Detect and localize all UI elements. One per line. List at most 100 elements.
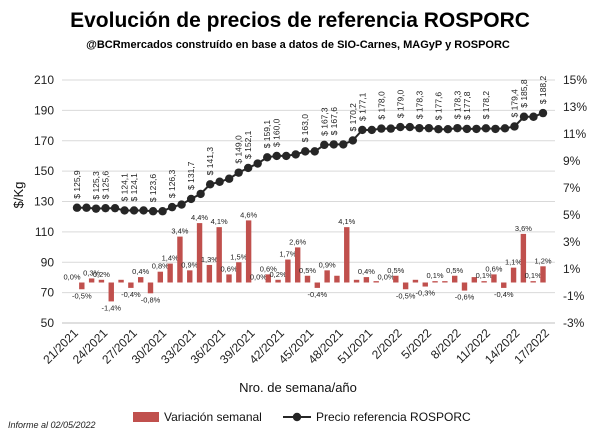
price-data-label: $ 179,4: [509, 89, 519, 118]
bar-data-label: 4,1%: [338, 217, 355, 226]
bar: [167, 263, 173, 283]
price-data-label: $ 178,0: [376, 91, 386, 120]
bar: [432, 281, 438, 283]
bar: [245, 220, 252, 283]
y-tick-label: 210: [34, 73, 54, 87]
price-marker: [253, 159, 262, 168]
price-marker: [205, 180, 215, 189]
bar-data-label: 0,2%: [270, 270, 287, 279]
y-tick-label: 70: [41, 286, 55, 300]
price-data-label: $ 177,6: [433, 92, 443, 121]
price-marker: [139, 206, 148, 215]
bar: [344, 227, 350, 283]
legend-line-label: Precio referencia ROSPORC: [316, 410, 471, 424]
bar-data-label: 4,4%: [191, 213, 208, 222]
bar: [461, 282, 468, 291]
bar-data-label: -0,4%: [121, 290, 141, 299]
bar-data-label: 0,9%: [181, 260, 198, 269]
bar: [177, 236, 183, 283]
bar: [236, 262, 242, 283]
bar-data-label: -0,5%: [72, 291, 92, 300]
bar-data-label: 0,1%: [476, 271, 493, 280]
bar: [157, 271, 164, 283]
bar-data-label: 0,5%: [387, 266, 404, 275]
bar-data-label: 0,6%: [220, 264, 237, 273]
bar-data-label: 4,6%: [240, 210, 257, 219]
price-data-label: $ 149,0: [234, 135, 244, 164]
price-data-label: $ 124,1: [120, 173, 130, 202]
bar-data-label: 0,3%: [83, 268, 100, 277]
bar: [285, 259, 291, 283]
price-data-label: $ 167,3: [319, 107, 329, 136]
price-marker: [148, 207, 158, 216]
bar-data-label: 1,5%: [230, 252, 247, 261]
y-tick-label: 150: [34, 164, 54, 178]
bar: [304, 275, 311, 283]
price-data-label: $ 124,1: [129, 173, 139, 202]
line-series: $ 125,9 $ 125,3 $ 125,6 $ 124,1 $ 124,1 $ 123…: [72, 75, 548, 216]
price-marker: [453, 123, 462, 133]
y-tick-label: 130: [34, 195, 54, 209]
price-marker: [310, 147, 319, 156]
bar: [324, 270, 330, 283]
bar: [226, 274, 232, 283]
price-marker: [500, 124, 510, 133]
price-data-label: $ 131,7: [186, 161, 196, 190]
price-marker: [272, 151, 281, 161]
y-axis-label: $/Kg: [11, 182, 26, 209]
bar-data-label: -1,4%: [101, 303, 121, 312]
price-marker: [72, 203, 82, 212]
price-marker: [110, 203, 120, 213]
bar-data-label: 0,1%: [427, 271, 444, 280]
price-marker: [377, 124, 386, 133]
bar: [520, 233, 527, 283]
bar: [275, 279, 281, 283]
price-marker: [510, 122, 519, 131]
bar: [206, 264, 213, 283]
price-marker: [91, 204, 101, 213]
price-marker: [386, 124, 396, 133]
y2-tick-label: 5%: [563, 208, 581, 222]
price-data-label: $ 160,0: [272, 118, 282, 147]
price-marker: [282, 151, 291, 161]
y2-tick-label: -1%: [563, 289, 585, 303]
price-marker: [320, 140, 329, 150]
price-data-label: $ 141,3: [205, 147, 215, 176]
bar-data-label: 0,5%: [299, 266, 316, 275]
bar: [128, 282, 134, 288]
x-tick-label: 5/2022: [398, 326, 434, 362]
price-data-label: $ 126,3: [167, 169, 177, 198]
price-marker: [462, 124, 472, 134]
bar: [373, 281, 379, 283]
legend-bar-label: Variación semanal: [164, 410, 262, 424]
bar-data-label: -0,4%: [494, 290, 514, 299]
bar: [118, 279, 124, 283]
bar-data-label: 4,1%: [211, 217, 228, 226]
bar-data-label: 0,5%: [446, 266, 463, 275]
price-data-label: $ 188,2: [538, 75, 548, 104]
price-data-label: $ 178,3: [452, 91, 462, 120]
price-marker: [196, 189, 205, 199]
y-axis-left: 50 70 90 110 130 150 170 190 210: [34, 73, 54, 330]
bar-data-label: 0,9%: [319, 260, 336, 269]
price-marker: [367, 125, 377, 135]
bar: [98, 279, 105, 283]
price-marker: [415, 123, 424, 133]
bar: [265, 274, 271, 283]
price-data-label: $ 159,1: [262, 120, 272, 149]
y-tick-label: 90: [41, 255, 55, 269]
bar-data-label: 2,6%: [289, 237, 306, 246]
price-marker: [186, 194, 196, 204]
price-data-label: $ 178,2: [481, 91, 491, 120]
bar-data-label: 3,6%: [515, 224, 532, 233]
bar-data-label: 0,4%: [132, 267, 149, 276]
price-marker: [234, 168, 243, 177]
y-tick-label: 110: [35, 225, 54, 239]
bar: [187, 270, 193, 283]
y-tick-label: 190: [34, 103, 54, 117]
y2-tick-label: -3%: [563, 316, 585, 330]
bar-data-label: 0,6%: [260, 264, 277, 273]
bar: [402, 282, 409, 290]
bar-data-label: 1,3%: [201, 255, 218, 264]
